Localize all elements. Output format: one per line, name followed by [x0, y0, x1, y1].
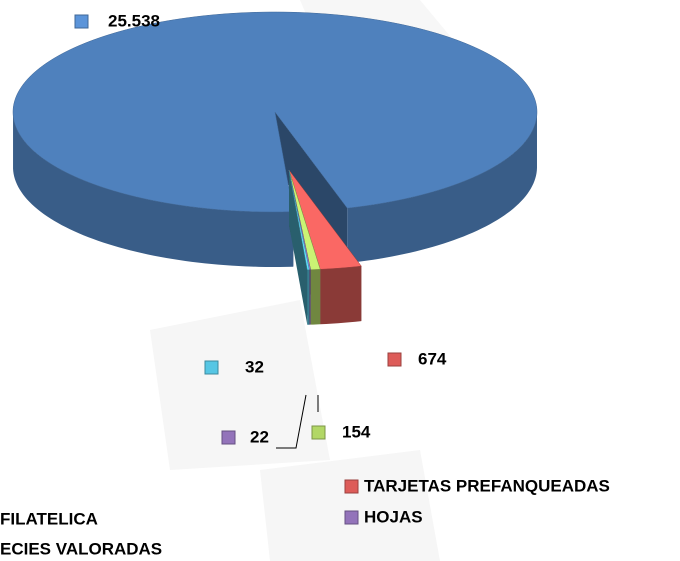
leader-line	[276, 394, 307, 449]
label-marker	[221, 430, 236, 445]
background-shape	[150, 300, 330, 470]
data-label: 22	[250, 427, 269, 446]
legend-label: ECIES VALORADAS	[0, 539, 162, 558]
slice-top	[12, 11, 538, 213]
slice-top	[288, 169, 362, 270]
label-marker	[204, 360, 219, 375]
label-marker	[387, 352, 402, 367]
data-label: 25.538	[108, 11, 160, 30]
slice-top	[288, 169, 310, 271]
legend-marker	[344, 510, 359, 525]
slice-side	[347, 112, 537, 264]
label-marker	[74, 14, 89, 29]
legend-marker	[344, 479, 359, 494]
slice-side	[310, 269, 321, 325]
legend-label: FILATELICA	[0, 509, 98, 528]
background-shape	[260, 450, 440, 561]
pie-slice	[12, 11, 538, 267]
data-label: 32	[245, 357, 264, 376]
slice-side	[309, 269, 311, 325]
legend-label: HOJAS	[364, 507, 423, 526]
slice-side	[307, 269, 310, 325]
pie-slice	[288, 169, 310, 325]
legend-label: TARJETAS PREFANQUEADAS	[364, 476, 610, 495]
data-label: 674	[418, 349, 447, 368]
slice-side	[13, 113, 294, 267]
label-marker	[311, 425, 326, 440]
slice-face	[289, 170, 308, 325]
slice-side	[320, 266, 362, 325]
data-label: 154	[342, 422, 371, 441]
